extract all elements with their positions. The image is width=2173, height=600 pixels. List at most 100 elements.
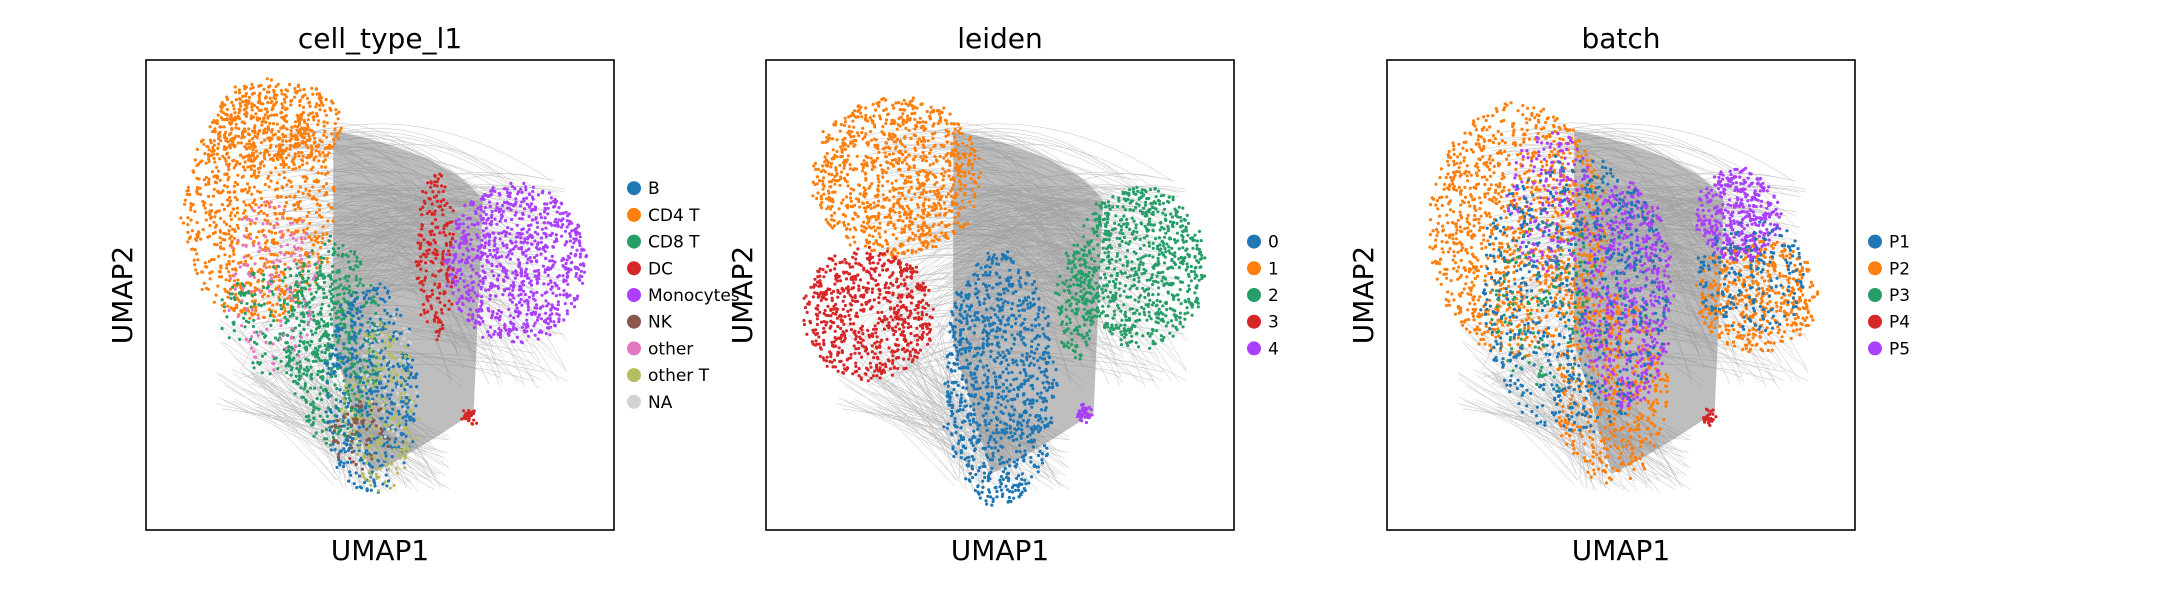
data-point <box>990 342 994 346</box>
data-point <box>974 421 979 425</box>
data-point <box>334 279 338 283</box>
data-point <box>379 367 383 372</box>
data-point <box>528 256 532 260</box>
data-point <box>1049 416 1053 420</box>
data-point <box>528 192 532 197</box>
data-point <box>378 320 382 325</box>
data-point <box>210 170 215 174</box>
data-point <box>1005 472 1009 476</box>
data-point <box>258 166 262 170</box>
data-point <box>389 344 393 348</box>
data-point <box>293 95 297 99</box>
data-point <box>256 154 260 158</box>
data-point <box>372 479 376 483</box>
data-point <box>986 336 990 340</box>
data-point <box>366 413 370 417</box>
data-point <box>1041 327 1045 331</box>
data-point <box>233 115 237 119</box>
data-point <box>247 339 251 343</box>
data-point <box>362 358 366 362</box>
data-point <box>341 391 346 395</box>
data-point <box>250 192 254 196</box>
data-point <box>407 431 411 435</box>
data-point <box>359 405 363 409</box>
data-point <box>258 246 262 250</box>
data-point <box>245 302 249 306</box>
data-point <box>544 232 548 236</box>
data-point <box>231 249 235 253</box>
data-point <box>362 296 366 301</box>
data-point <box>222 309 226 313</box>
data-point <box>531 185 536 189</box>
data-point <box>990 446 994 450</box>
data-point <box>517 300 522 304</box>
data-point <box>230 121 234 125</box>
data-point <box>271 313 275 317</box>
data-point <box>262 277 266 281</box>
data-point <box>496 286 501 290</box>
data-point <box>542 221 547 225</box>
data-point <box>376 458 380 463</box>
data-point <box>546 267 550 271</box>
data-point <box>361 291 365 295</box>
data-point <box>1041 461 1045 465</box>
data-point <box>338 388 342 392</box>
data-point <box>380 416 384 420</box>
data-point <box>295 128 299 132</box>
data-point <box>487 239 491 243</box>
data-point <box>326 260 330 264</box>
data-point <box>218 157 222 161</box>
data-point <box>404 447 408 451</box>
data-point <box>373 426 378 430</box>
data-point <box>226 198 230 202</box>
data-point <box>396 391 400 396</box>
data-point <box>315 92 319 96</box>
data-point <box>1014 317 1018 321</box>
data-point <box>570 245 574 249</box>
data-point <box>304 187 308 191</box>
data-point <box>301 269 305 273</box>
data-point <box>346 412 350 416</box>
data-point <box>321 418 325 422</box>
data-point <box>466 225 470 229</box>
data-point <box>402 461 406 465</box>
data-point <box>551 291 555 295</box>
data-point <box>436 253 440 257</box>
data-point <box>238 265 242 269</box>
data-point <box>535 221 539 225</box>
data-point <box>455 301 459 305</box>
data-point <box>309 292 313 296</box>
data-point <box>288 288 292 292</box>
data-point <box>331 288 335 292</box>
data-point <box>197 231 201 235</box>
data-point <box>374 402 378 406</box>
data-point <box>1041 310 1045 314</box>
data-point <box>385 440 389 444</box>
data-point <box>383 322 387 326</box>
data-point <box>575 248 579 252</box>
data-point <box>1001 350 1005 354</box>
data-point <box>272 362 276 366</box>
data-point <box>304 400 309 404</box>
data-point <box>954 318 958 322</box>
data-point <box>347 341 351 345</box>
data-point <box>397 453 402 457</box>
data-point <box>266 280 270 284</box>
data-point <box>461 222 465 226</box>
data-point <box>268 121 272 126</box>
data-point <box>318 203 322 208</box>
data-point <box>576 294 580 298</box>
data-point <box>471 267 475 272</box>
data-point <box>378 350 382 354</box>
data-point <box>361 283 365 287</box>
data-point <box>302 228 306 232</box>
data-point <box>988 273 992 277</box>
data-point <box>374 382 378 386</box>
data-point <box>526 305 530 309</box>
data-point <box>527 214 531 219</box>
data-point <box>285 341 289 345</box>
data-point <box>373 326 377 331</box>
data-point <box>276 82 280 86</box>
data-point <box>336 300 340 304</box>
data-point <box>539 236 544 240</box>
